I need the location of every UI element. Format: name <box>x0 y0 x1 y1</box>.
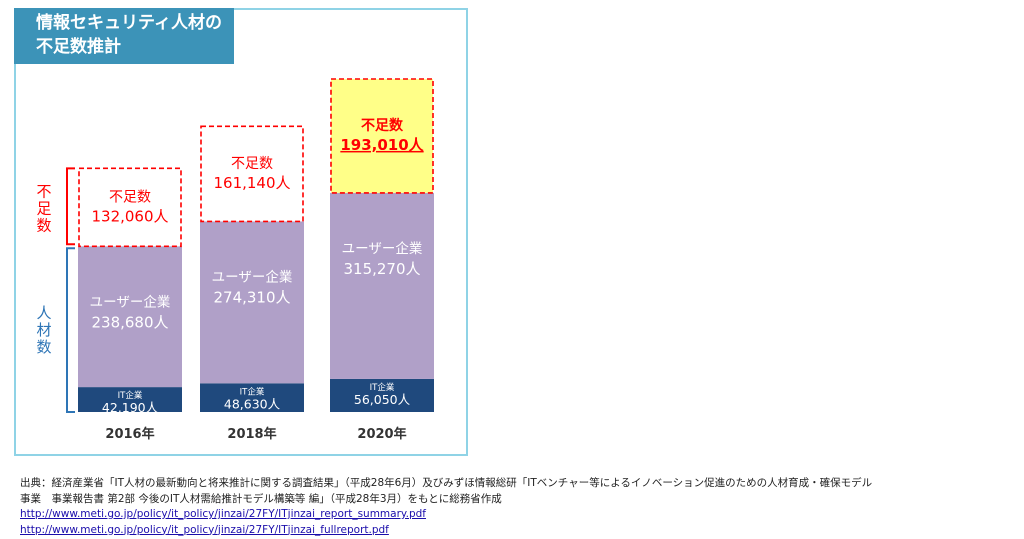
chart-title-box: 情報セキュリティ人材の 不足数推計 <box>14 8 234 64</box>
bar-shortage-segment-value-label: 132,060人 <box>91 207 168 225</box>
shortage-bracket-label: 数 <box>36 216 51 234</box>
bar-shortage-segment-value-label: 193,010人 <box>340 136 424 154</box>
bar-user-segment-name: ユーザー企業 <box>90 293 171 310</box>
shortage-bracket <box>66 167 75 246</box>
bar-it-segment <box>330 378 434 412</box>
x-axis-tick-label: 2016年 <box>105 426 154 442</box>
bar-it-segment-value-label: 48,630人 <box>224 396 281 411</box>
bar-user-segment <box>330 192 434 379</box>
bar-shortage-segment-name: 不足数 <box>109 189 151 205</box>
source-line1: 出典：経済産業省「IT人材の最新動向と将来推計に関する調査結果」（平成28年6月… <box>20 477 873 489</box>
workers-bracket-label: 人 <box>36 304 51 322</box>
workers-bracket-label: 数 <box>36 338 51 356</box>
bar-it-segment-value-label: 56,050人 <box>354 392 411 407</box>
bar-user-segment-value-label: 238,680人 <box>91 313 168 331</box>
chart-frame <box>14 8 468 456</box>
workers-bracket <box>66 247 75 413</box>
bar-user-segment-value-label: 315,270人 <box>343 260 420 278</box>
bar-shortage-segment-name: 不足数 <box>361 117 404 134</box>
bar-it-segment <box>78 387 182 412</box>
chart-title-line1: 情報セキュリティ人材の <box>36 13 222 33</box>
bar-user-segment <box>78 246 182 388</box>
chart-title-line2: 不足数推計 <box>36 37 121 57</box>
bar-shortage-segment <box>78 167 182 248</box>
bar-it-segment-name: IT企業 <box>370 382 395 393</box>
bar-it-segment-value-label: 42,190人 <box>102 400 159 415</box>
bar-it-segment-name: IT企業 <box>240 386 265 397</box>
source-line2: 事業 事業報告書 第2部 今後のIT人材需給推計モデル構築等 編」（平成28年3… <box>20 492 502 505</box>
bar-shortage-segment <box>330 78 434 194</box>
bar-it-segment-name: IT企業 <box>118 390 143 401</box>
workers-bracket-label: 材 <box>36 321 51 339</box>
bar-it-segment <box>200 383 304 412</box>
bar-user-segment <box>200 221 304 384</box>
bar-shortage-segment-name: 不足数 <box>231 156 273 172</box>
bar-shortage-segment-value-label: 161,140人 <box>213 174 290 192</box>
bar-shortage-segment <box>200 125 304 223</box>
shortage-bracket-label: 不 <box>36 182 51 200</box>
source-link-full[interactable]: http://www.meti.go.jp/policy/it_policy/j… <box>20 523 389 536</box>
x-axis-tick-label: 2020年 <box>357 426 406 442</box>
bar-user-segment-name: ユーザー企業 <box>342 240 423 257</box>
shortage-bracket-label: 足 <box>36 199 51 217</box>
source-link-summary[interactable]: http://www.meti.go.jp/policy/it_policy/j… <box>20 508 426 520</box>
source-note: 出典：経済産業省「IT人材の最新動向と将来推計に関する調査結果」（平成28年6月… <box>20 476 1020 538</box>
bar-user-segment-value-label: 274,310人 <box>213 288 290 306</box>
x-axis-tick-label: 2018年 <box>227 426 276 442</box>
bar-user-segment-name: ユーザー企業 <box>212 268 293 285</box>
